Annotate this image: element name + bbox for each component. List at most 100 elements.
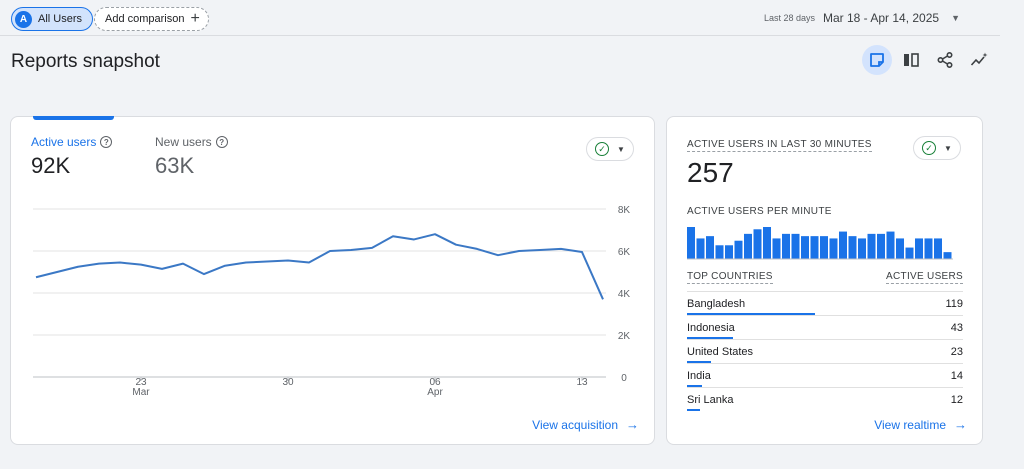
view-acquisition-link[interactable]: View acquisition → [532,417,639,432]
share-button[interactable] [930,45,960,75]
country-name: Bangladesh [687,298,746,310]
per-minute-bar[interactable] [934,238,942,259]
date-range-picker[interactable]: Last 28 days Mar 18 - Apr 14, 2025 ▼ [764,11,960,25]
per-minute-bar[interactable] [943,252,952,259]
per-minute-bar[interactable] [791,233,800,259]
arrow-right-icon: → [626,417,639,432]
help-icon[interactable]: ? [100,136,113,148]
country-share-bar [687,361,712,363]
realtime-card: ACTIVE USERS IN LAST 30 MINUTES ✓ ▼ 257 … [666,116,983,445]
country-row[interactable]: Sri Lanka 12 [687,387,963,411]
country-row[interactable]: Indonesia 43 [687,315,963,339]
per-minute-bar[interactable] [848,236,857,259]
metric-tab-active-users[interactable]: Active users ? 92K [31,135,113,179]
y-tick-label: 0 [621,373,627,384]
segment-label: All Users [38,13,83,25]
per-minute-bar[interactable] [763,227,771,259]
per-minute-bar[interactable] [839,231,847,259]
chevron-down-icon: ▼ [951,13,960,23]
x-tick-label: 13 [576,377,588,388]
country-name: India [687,370,711,382]
per-minute-bar[interactable] [924,238,933,259]
per-minute-bar[interactable] [725,245,733,259]
add-comparison-label: Add comparison [105,13,185,25]
country-share-bar [687,409,700,411]
add-comparison-button[interactable]: Add comparison + [94,7,209,31]
series-line-active-users[interactable] [35,233,604,300]
countries-table-header: TOP COUNTRIES ACTIVE USERS [687,271,963,284]
metric-label: Active users [31,135,97,149]
per-minute-bar[interactable] [801,236,809,259]
per-minute-bar[interactable] [820,236,828,259]
help-icon[interactable]: ? [215,136,228,148]
date-range-value: Mar 18 - Apr 14, 2025 [823,11,940,25]
chevron-down-icon: ▼ [617,144,625,154]
date-range-label: Last 28 days [763,13,815,23]
per-minute-bar[interactable] [867,233,876,259]
per-minute-bar[interactable] [744,233,752,259]
per-minute-bar[interactable] [810,236,819,259]
view-realtime-link[interactable]: View realtime → [874,417,967,432]
insights-icon [970,52,988,66]
country-row[interactable]: United States 23 [687,339,963,363]
per-minute-bar[interactable] [782,233,790,259]
active-tab-indicator [33,116,114,120]
y-tick-label: 4K [618,289,631,300]
x-tick-label: 23 [135,377,147,388]
per-minute-bar[interactable] [687,227,695,259]
page-title: Reports snapshot [11,51,160,72]
countries-header: TOP COUNTRIES [687,271,773,284]
chevron-down-icon: ▼ [944,143,952,153]
country-share-bar [687,313,815,315]
country-name: Indonesia [687,322,735,334]
per-minute-bar[interactable] [915,238,923,259]
country-row[interactable]: India 14 [687,363,963,387]
share-icon [937,51,953,69]
per-minute-bar[interactable] [886,231,895,259]
x-tick-label: 06 [429,377,441,388]
per-minute-bar[interactable] [896,238,904,259]
arrow-right-icon: → [954,417,967,432]
country-value: 14 [950,370,963,382]
per-minute-bar[interactable] [905,247,914,259]
per-minute-bar[interactable] [772,238,781,259]
realtime-quality-dropdown[interactable]: ✓ ▼ [913,136,961,160]
insights-button[interactable] [964,45,994,75]
country-name: United States [687,346,754,358]
customize-report-button[interactable] [862,45,892,75]
check-circle-icon: ✓ [922,141,937,155]
data-quality-dropdown[interactable]: ✓ ▼ [586,137,634,161]
metric-value: 92K [31,153,71,178]
segment-chip-all-users[interactable]: A All Users [11,7,94,31]
top-bar: A All Users Add comparison + Last 28 day… [0,0,1000,36]
view-realtime-label: View realtime [874,417,946,432]
country-value: 119 [945,298,963,310]
per-minute-bar-chart [687,227,953,260]
users-header: ACTIVE USERS [886,271,963,284]
country-value: 43 [950,322,963,334]
country-share-bar [687,337,734,339]
per-minute-bar[interactable] [734,240,743,259]
segment-avatar-icon: A [15,10,32,28]
customize-report-icon [870,53,884,67]
y-tick-label: 2K [618,331,631,342]
per-minute-bar[interactable] [696,238,705,259]
per-minute-label: ACTIVE USERS PER MINUTE [687,206,832,217]
compare-button[interactable] [896,45,926,75]
per-minute-bar[interactable] [829,238,838,259]
realtime-title: ACTIVE USERS IN LAST 30 MINUTES [687,139,872,152]
x-tick-label: 30 [282,377,294,388]
country-name: Sri Lanka [687,394,734,406]
per-minute-bar[interactable] [858,238,866,259]
per-minute-bar[interactable] [753,229,762,259]
metric-tab-new-users[interactable]: New users ? 63K [155,135,228,179]
per-minute-bar[interactable] [877,233,885,259]
per-minute-bar[interactable] [715,245,724,259]
report-toolbar [862,45,994,75]
y-tick-label: 8K [618,205,631,216]
per-minute-bar[interactable] [706,236,714,259]
country-value: 23 [950,346,963,358]
x-tick-month-label: Apr [427,387,443,398]
country-row[interactable]: Bangladesh 119 [687,291,963,315]
realtime-value: 257 [687,157,734,188]
